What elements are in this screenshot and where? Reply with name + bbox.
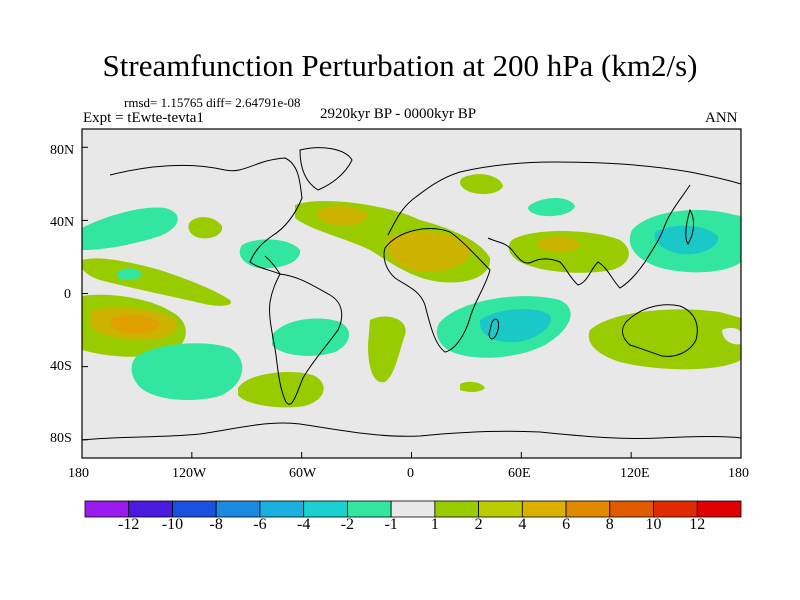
contour-region: [118, 268, 142, 281]
colorbar-swatch: [478, 500, 523, 518]
colorbar-swatch: [172, 500, 217, 518]
coastline-eurasia: [387, 161, 741, 289]
contour-region: [272, 318, 350, 356]
colorbar-swatch: [84, 500, 130, 518]
colorbar-label: 4: [518, 516, 527, 533]
season-label: ANN: [705, 110, 738, 126]
map-ticks: [81, 146, 742, 458]
colorbar-label: -2: [340, 516, 355, 533]
contour-region: [368, 316, 406, 383]
lat-tick: 0: [64, 287, 71, 302]
chart-title: Streamfunction Perturbation at 200 hPa (…: [102, 48, 698, 83]
colorbar-label: 12: [689, 516, 706, 533]
coastline-greenland: [299, 147, 353, 191]
colorbar-label: -10: [161, 516, 184, 533]
lat-tick: 80N: [50, 143, 75, 158]
colorbar-swatch: [609, 500, 654, 518]
contour-region: [239, 239, 301, 269]
colorbar-label: 1: [430, 516, 439, 533]
lon-tick: 180: [728, 466, 749, 481]
coastline-japan: [685, 208, 695, 245]
contour-region: [537, 236, 580, 252]
lat-tick: 40S: [50, 359, 72, 374]
colorbar-swatch: [303, 500, 348, 518]
period-label: 2920kyr BP - 0000kyr BP: [320, 106, 477, 122]
lon-tick: 0: [407, 466, 414, 481]
lat-tick: 40N: [50, 215, 75, 230]
contour-region: [387, 231, 471, 272]
lon-tick: 60W: [289, 466, 317, 481]
colorbar-label: -1: [384, 516, 398, 533]
colorbar-labels: -12 -10 -8 -6 -4 -2 -1 1 2 4 6 8 10 12: [0, 516, 800, 540]
colorbar-label: 8: [605, 516, 614, 533]
contour-region: [722, 327, 741, 345]
contour-region: [131, 343, 243, 401]
contour-region: [82, 207, 178, 250]
contour-region: [460, 174, 503, 194]
lon-tick: 120E: [620, 466, 650, 481]
coastline-south-america: [269, 273, 343, 405]
colorbar-swatch: [259, 500, 305, 518]
coastline-antarctica: [82, 422, 741, 441]
colorbar-label: -4: [296, 516, 311, 533]
colorbar: [84, 500, 742, 518]
coastline-africa: [383, 228, 491, 353]
lon-tick: 60E: [508, 466, 531, 481]
colorbar-swatch: [696, 500, 742, 518]
coastline-australia: [622, 304, 698, 357]
lon-tick: 120W: [172, 466, 207, 481]
colorbar-label: -12: [118, 516, 140, 533]
contour-region: [110, 314, 160, 334]
colorbar-label: 6: [562, 516, 571, 533]
lat-tick: 80S: [50, 431, 72, 446]
coastlines: [82, 147, 741, 441]
contour-region: [82, 258, 231, 306]
colorbar-label: 2: [474, 516, 483, 533]
colorbar-swatch: [128, 500, 173, 518]
colorbar-swatch: [434, 500, 480, 518]
contour-fills: [82, 174, 741, 408]
colorbar-swatch: [653, 500, 698, 518]
contour-region: [479, 308, 551, 343]
contour-region: [316, 206, 368, 226]
experiment-label: Expt = tEwte-tevta1: [83, 110, 204, 126]
lon-tick: 180: [68, 466, 89, 481]
contour-region: [528, 197, 575, 217]
colorbar-swatch: [565, 500, 611, 518]
stats-text: rmsd= 1.15765 diff= 2.64791e-08: [124, 95, 301, 110]
colorbar-label: -8: [209, 516, 223, 533]
colorbar-swatch: [390, 500, 436, 518]
coastline-north-america: [109, 157, 303, 276]
colorbar-swatch: [215, 500, 261, 518]
coastline-madagascar: [488, 318, 499, 340]
contour-region: [188, 217, 223, 239]
colorbar-swatch: [521, 500, 567, 518]
colorbar-swatch: [346, 500, 392, 518]
colorbar-label: -6: [253, 516, 267, 533]
contour-region: [588, 309, 741, 370]
contour-region: [460, 381, 485, 393]
colorbar-label: 10: [645, 516, 662, 533]
